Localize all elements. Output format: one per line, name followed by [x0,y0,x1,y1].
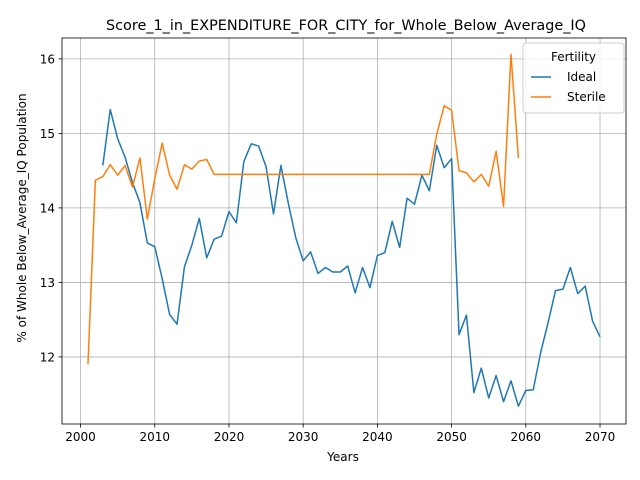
x-tick-label: 2030 [288,430,319,444]
x-tick-label: 2070 [585,430,616,444]
legend: Fertility Ideal Sterile [522,42,625,114]
series-line-sterile [87,53,520,365]
x-tick-label: 2010 [139,430,170,444]
chart-title: Score_1_in_EXPENDITURE_FOR_CITY_for_Whol… [106,18,586,34]
x-tick-label: 2000 [65,430,96,444]
x-tick-label: 2040 [362,430,393,444]
legend-label-sterile: Sterile [567,90,606,104]
y-tick-label: 12 [40,350,55,364]
x-tick-label: 2020 [214,430,245,444]
y-tick-label: 14 [40,201,55,215]
x-tick-label: 2050 [436,430,467,444]
plot-frame [61,37,627,425]
y-axis-label: % of Whole Below_Average_IQ Population [15,93,29,342]
series-lines [87,53,601,407]
legend-title: Fertility [551,50,596,64]
y-tick-label: 16 [40,52,55,66]
x-axis-ticks: 2000 2010 2020 2030 2040 2050 2060 2070 [65,424,615,444]
y-axis-ticks: 12 13 14 15 16 [40,52,62,364]
x-tick-label: 2060 [511,430,542,444]
x-axis-label: Years [326,450,359,464]
legend-label-ideal: Ideal [567,70,596,84]
series-line-ideal [102,108,601,407]
legend-box [522,42,625,114]
y-tick-label: 13 [40,276,55,290]
y-tick-label: 15 [40,127,55,141]
